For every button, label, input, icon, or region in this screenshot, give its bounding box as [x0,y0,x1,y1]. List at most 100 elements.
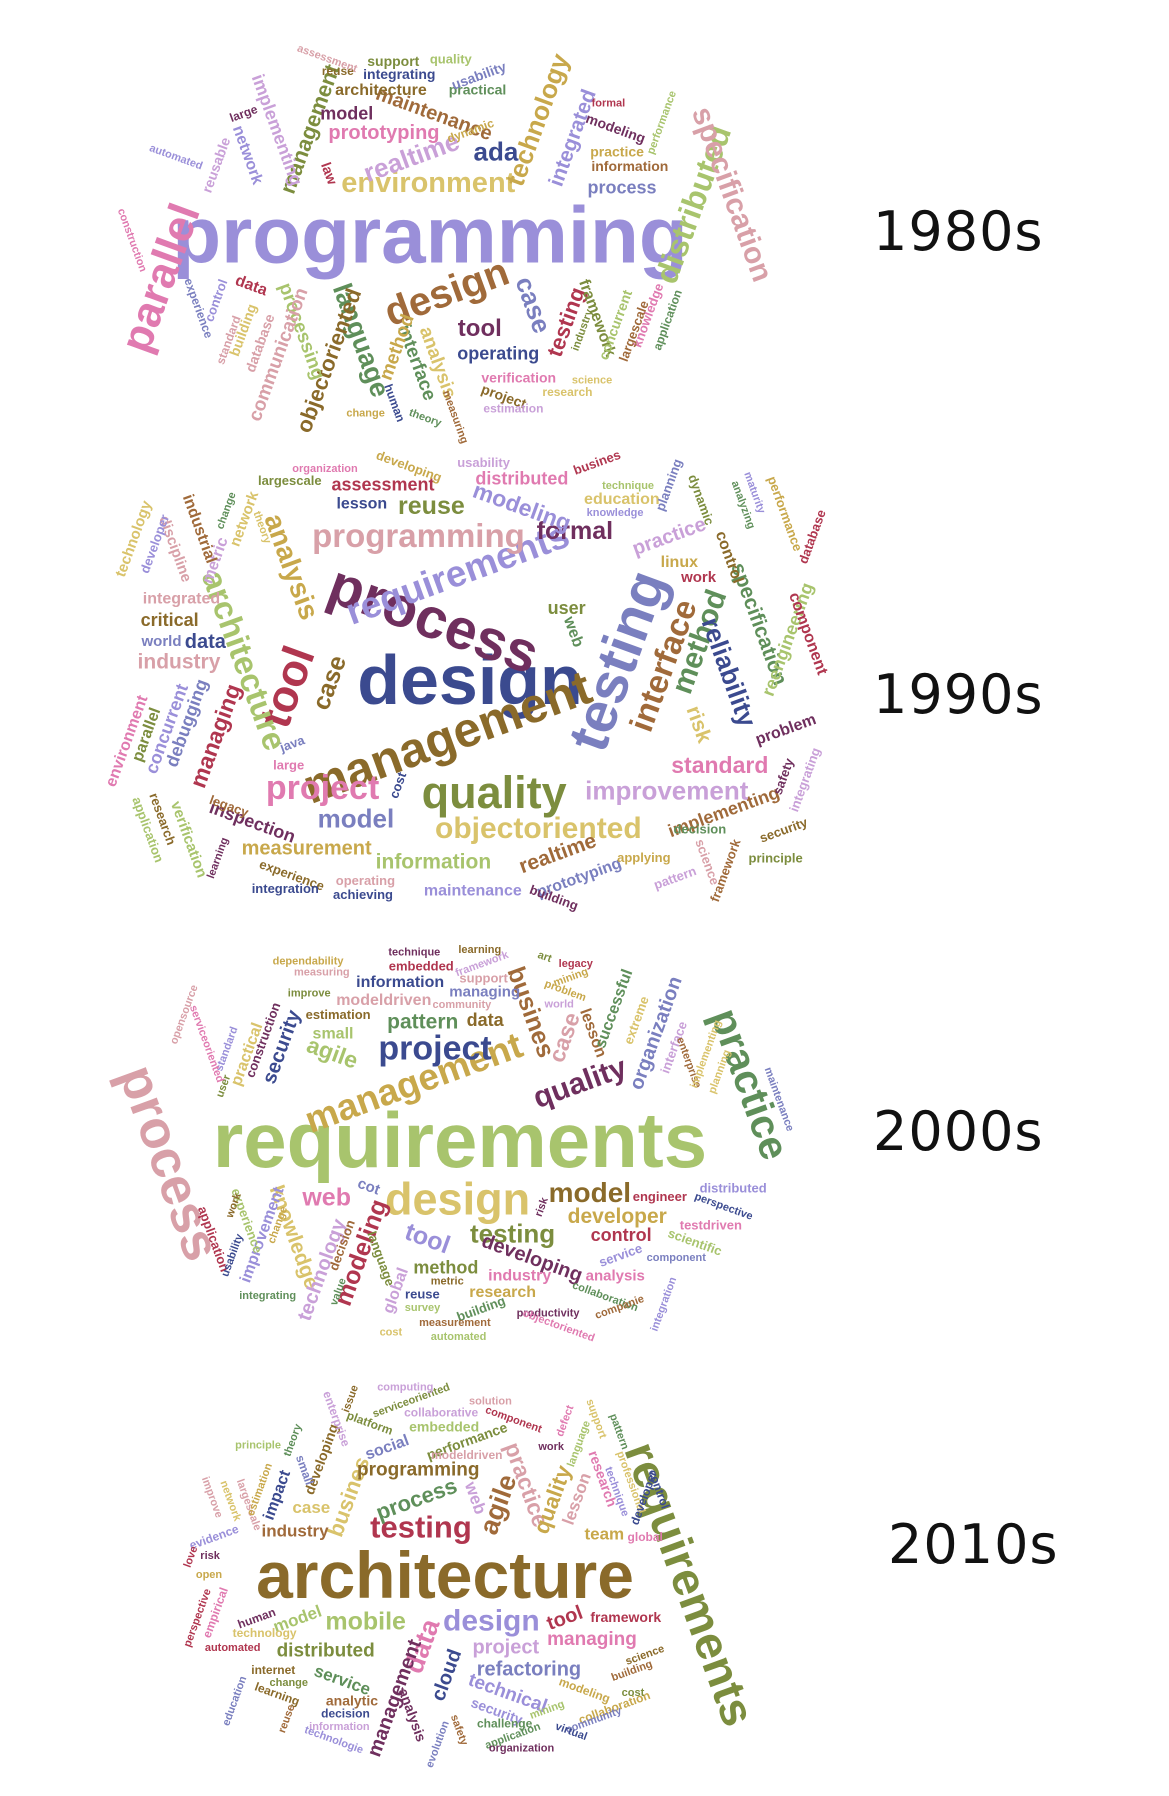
word-information: information [356,974,444,991]
word-model: model [318,804,395,834]
word-risk: risk [681,703,716,746]
word-network: network [229,123,266,187]
word-maintenance: maintenance [424,882,522,899]
word-distributed: distributed [475,468,568,488]
word-organization: organization [292,463,358,475]
word-defect: defect [554,1403,576,1438]
word-automated: automated [148,142,204,172]
word-performance: performance [765,474,806,553]
word-integrating: integrating [239,1290,296,1302]
word-legacy: legacy [559,958,594,970]
word-busines: busines [571,447,622,478]
word-analytic: analytic [326,1692,378,1708]
word-integrating: integrating [786,745,823,813]
word-problem: problem [753,711,818,749]
word-security: security [758,814,811,845]
word-support: support [459,971,508,986]
word-standard: standard [671,752,768,778]
word-decision: decision [321,1707,370,1721]
wordcloud-panel-1990s: design testing process management quality too… [0,447,1169,920]
word-developer: developer [568,1205,667,1228]
word-modeldriven: modeldriven [431,1448,502,1462]
word-programming: programming [172,191,688,280]
word-critical: critical [141,610,199,630]
word-practice: practice [590,144,644,160]
word-learning: learning [458,944,501,956]
word-analysis: analysis [396,1686,430,1744]
word-usability: usability [457,455,511,470]
word-reuse: reuse [398,492,465,520]
word-case: case [292,1498,330,1517]
word-architecture: architecture [256,1538,634,1612]
word-information: information [591,158,668,174]
word-global: global [628,1530,663,1544]
word-measuring: measuring [440,389,470,445]
word-managing: managing [547,1629,637,1650]
word-quality: quality [430,52,473,67]
word-technique: technique [602,480,654,492]
decade-label-1990s: 1990s [873,663,1044,726]
wordcloud-1990s: designtestingprocessmanagementqualitytoo… [103,447,831,913]
word-measurement: measurement [242,837,372,859]
word-learning: learning [205,836,231,880]
wordcloud-2010s: architecturerequirementstestingdesigndat… [182,1381,767,1769]
word-law: law [318,160,341,187]
word-industry: industry [262,1521,330,1540]
word-construction: construction [115,207,149,274]
word-formal: formal [537,517,613,545]
word-metric: metric [431,1276,464,1288]
word-data: data [467,1010,505,1030]
word-theory: theory [282,1422,305,1459]
word-research: research [542,385,592,399]
word-community: community [433,999,493,1011]
word-human: human [381,382,408,424]
word-integration: integration [252,881,319,896]
word-internet: internet [251,1663,295,1677]
wordcloud-panel-2000s: requirements process design practice managem… [0,920,1169,1350]
wordcloud-panel-2010s: architecture requirements testing design dat… [0,1350,1169,1796]
word-performance: performance [645,89,679,156]
word-cost: cost [622,1687,645,1699]
word-modeling: modeling [584,110,648,146]
word-principle: principle [749,851,803,866]
word-pattern: pattern [652,863,699,892]
word-industry: industry [488,1267,551,1284]
word-testing: testing [470,1219,555,1249]
word-mobile: mobile [325,1608,406,1636]
word-formal: formal [592,98,626,110]
word-organization: organization [489,1743,555,1755]
word-industry: industry [138,650,221,673]
word-analysis: analysis [586,1267,645,1284]
word-applying: applying [617,850,671,865]
word-operating: operating [457,343,539,363]
word-practical: practical [449,81,507,97]
word-design: design [357,641,583,719]
word-linux: linux [661,554,698,571]
word-work: work [537,1441,565,1453]
word-computing: computing [377,1382,433,1394]
word-engineer: engineer [633,1189,687,1204]
word-programming: programming [312,517,525,554]
word-love: love [182,1545,201,1570]
word-automated: automated [205,1642,261,1654]
word-information: information [376,850,492,873]
word-model: model [549,1177,631,1208]
word-change: change [270,1677,309,1689]
word-design: design [443,1605,540,1638]
word-education: education [220,1674,249,1727]
word-safety: safety [448,1713,470,1748]
word-measuring: measuring [294,967,350,979]
word-project: project [378,1029,491,1067]
word-work: work [680,569,717,586]
word-refactoring: refactoring [477,1659,581,1681]
word-web: web [301,1183,351,1211]
word-operating: operating [336,873,395,888]
word-lesson: lesson [336,495,387,512]
word-distributed: distributed [700,1180,767,1195]
word-pattern: pattern [387,1010,458,1033]
word-reusable: reusable [199,135,234,195]
word-world: world [140,633,181,650]
decade-label-1980s: 1980s [873,200,1044,263]
